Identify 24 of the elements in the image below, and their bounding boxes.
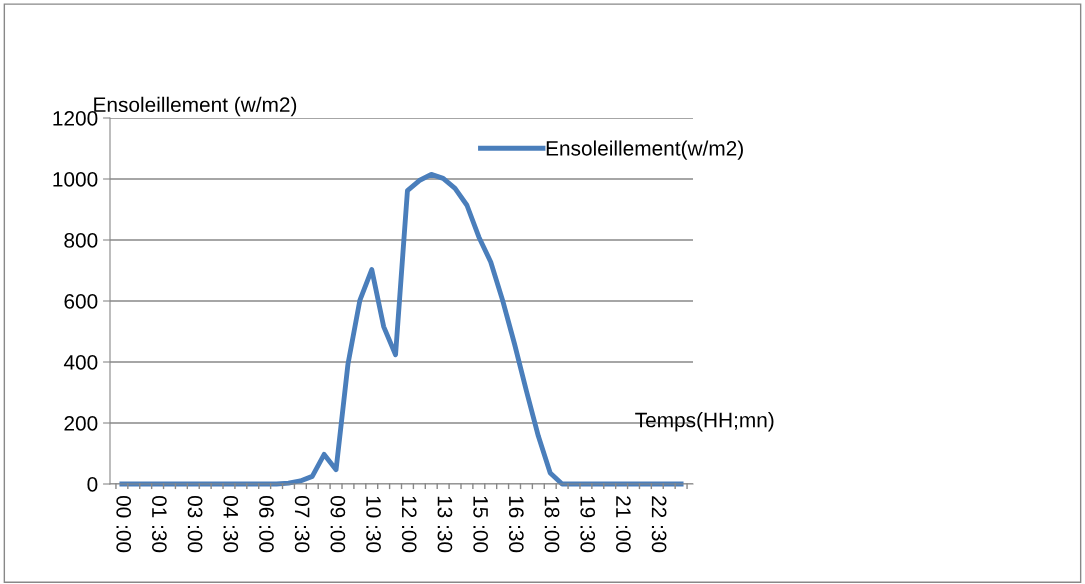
x-tick-label: 06 :00	[259, 495, 274, 553]
x-tick-label: 04 :30	[223, 495, 239, 553]
x-tick-label: 03 :00	[187, 495, 203, 553]
x-tick-label: 16 :30	[508, 496, 524, 553]
x-tick-label: 12 :00	[401, 496, 417, 553]
y-tick-label: 200	[64, 416, 98, 431]
y-tick-label: 600	[64, 294, 98, 309]
x-tick-label: 22 :30	[651, 496, 667, 553]
x-tick-label: 07 :30	[294, 495, 310, 553]
x-tick-label: 21 :00	[616, 496, 631, 553]
x-axis-title: Temps(HH;mn)	[635, 412, 774, 432]
y-tick-label: 0	[87, 477, 98, 492]
x-tick-label: 13 :30	[437, 496, 453, 553]
y-tick-label: 800	[64, 233, 98, 248]
x-tick-label: 09 :00	[330, 495, 346, 553]
x-tick-label: 18 :00	[544, 496, 560, 553]
x-tick-label: 10 :30	[366, 496, 381, 553]
x-tick-label: 19 :30	[580, 496, 596, 553]
x-tick-label: 01 :30	[152, 495, 167, 553]
x-tick-label: 15 :00	[473, 496, 488, 553]
x-tick-label: 00 :00	[116, 495, 132, 553]
y-tick-label: 1000	[53, 172, 98, 187]
y-tick-label: 400	[63, 355, 98, 370]
legend-label: Ensoleillement(w/m2)	[546, 140, 743, 160]
